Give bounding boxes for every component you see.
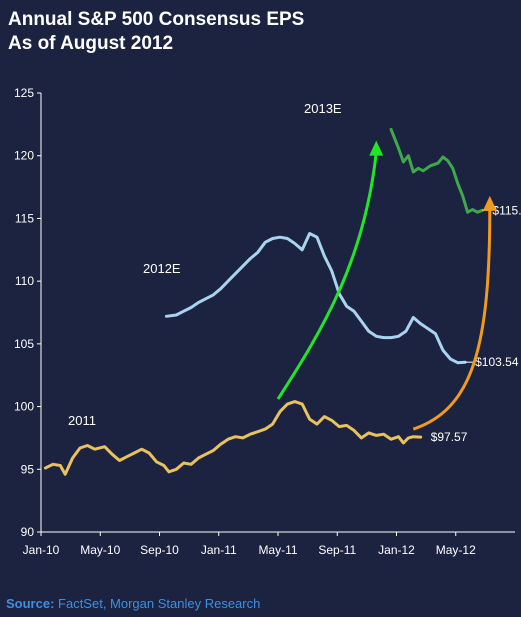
source-note: Source: FactSet, Morgan Stanley Research: [6, 596, 260, 611]
y-tick-label: 110: [15, 274, 34, 288]
y-tick-label: 115: [15, 211, 34, 225]
end-label-2013e: $115.65: [492, 203, 521, 217]
x-tick-label: Sep-11: [318, 543, 356, 557]
title-line-1: Annual S&P 500 Consensus EPS: [8, 9, 305, 30]
series-annotation-2012e: 2012E: [143, 261, 181, 276]
x-tick-label: Jan-11: [201, 543, 237, 557]
end-label-2012e: $103.54: [475, 355, 519, 369]
arrowhead-orange: [482, 195, 497, 211]
arrow-orange: [412, 207, 492, 431]
source-label: Source:: [6, 596, 55, 611]
x-tick-label: May-12: [436, 543, 476, 557]
y-tick-label: 100: [14, 400, 34, 414]
arrow-green: [276, 152, 378, 400]
series-line-2012e: [164, 232, 467, 365]
x-tick-label: May-10: [80, 543, 120, 557]
y-tick-label: 120: [14, 149, 34, 163]
end-label-2011: $97.57: [431, 430, 468, 444]
x-tick-label: Jan-10: [23, 543, 60, 557]
series-line-2011: [43, 400, 423, 476]
x-tick-label: Sep-10: [140, 543, 179, 557]
y-tick-label: 95: [21, 462, 35, 476]
y-tick-label: 105: [14, 337, 34, 351]
x-tick-label: May-11: [258, 543, 297, 557]
x-tick-label: Jan-12: [378, 543, 415, 557]
series-line-2013e: [389, 127, 484, 214]
title-line-2: As of August 2012: [8, 33, 174, 54]
eps-line-chart: 90 95 100 105 110 115 120 125 Jan-10 May-10 Sep-10…: [14, 86, 521, 557]
series-annotation-2011: 2011: [68, 413, 96, 428]
y-tick-label: 125: [14, 86, 34, 100]
series-annotation-2013e: 2013E: [304, 101, 342, 116]
chart-title: Annual S&P 500 Consensus EPS As of Augus…: [8, 8, 304, 56]
arrowhead-green: [369, 140, 384, 156]
y-tick-label: 90: [21, 525, 35, 539]
source-text: FactSet, Morgan Stanley Research: [54, 596, 261, 611]
